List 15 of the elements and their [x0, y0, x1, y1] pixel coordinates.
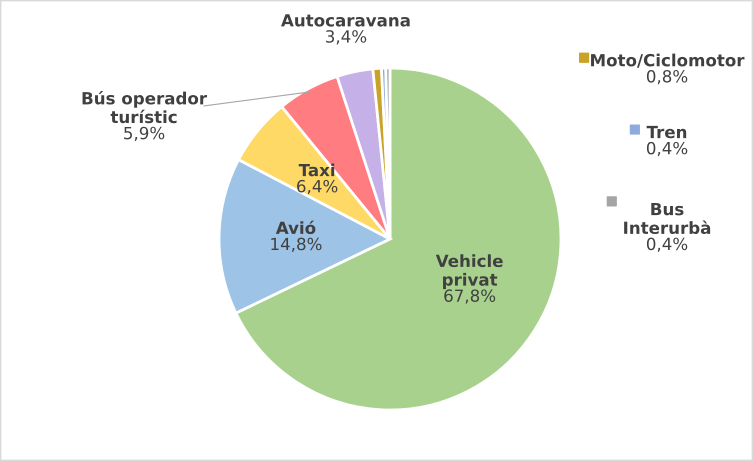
legend-label: Tren — [646, 126, 686, 138]
data-label: 0,4% — [646, 238, 688, 252]
data-label: 0,8% — [646, 70, 688, 84]
slice-label: Vehicle privat — [436, 254, 503, 290]
slice-label: Avió — [276, 220, 316, 234]
data-label: 6,4% — [297, 180, 338, 194]
legend-label: Moto/Ciclomotor — [591, 54, 744, 68]
data-label: 5,9% — [124, 126, 164, 142]
slice-label: Bús operador turístic — [82, 90, 208, 124]
data-label: 0,4% — [646, 142, 688, 156]
data-label: 14,8% — [271, 238, 322, 252]
data-label: 3,4% — [326, 30, 366, 44]
legend-label: Bus Interurbà — [624, 203, 710, 234]
slice-label: Autocaravana — [281, 14, 410, 27]
data-label: 67,8% — [444, 289, 496, 304]
